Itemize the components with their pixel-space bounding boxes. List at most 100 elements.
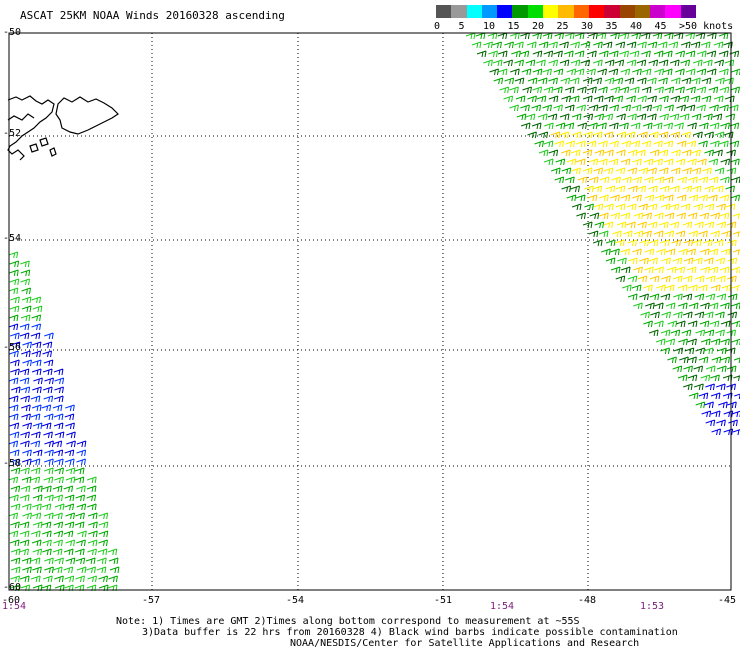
wind-barb bbox=[676, 104, 686, 112]
wind-barb bbox=[710, 374, 720, 382]
wind-barb bbox=[720, 176, 730, 184]
colorbar-swatch bbox=[665, 5, 682, 18]
wind-barb bbox=[654, 320, 664, 328]
wind-barb bbox=[108, 557, 119, 565]
wind-barb bbox=[19, 368, 30, 376]
note-line-3: NOAA/NESDIS/Center for Satellite Applica… bbox=[290, 638, 640, 649]
wind-barb bbox=[554, 176, 565, 184]
wind-barb bbox=[42, 548, 52, 556]
wind-barb bbox=[663, 158, 674, 166]
wind-barb bbox=[19, 377, 30, 385]
wind-barb bbox=[713, 149, 723, 157]
wind-barb bbox=[532, 32, 542, 40]
wind-barb bbox=[8, 413, 19, 421]
wind-barb bbox=[609, 104, 620, 112]
wind-barb bbox=[588, 32, 598, 40]
colorbar-swatch bbox=[650, 5, 666, 18]
wind-barb bbox=[617, 257, 627, 265]
wind-barb bbox=[516, 113, 527, 121]
wind-barb bbox=[483, 41, 493, 49]
wind-barb bbox=[537, 113, 548, 121]
wind-barb bbox=[43, 359, 54, 367]
west-falkland bbox=[7, 95, 55, 161]
wind-barb bbox=[705, 293, 716, 301]
wind-barb bbox=[53, 530, 64, 538]
wind-barb bbox=[554, 32, 565, 40]
wind-barb bbox=[52, 548, 63, 556]
wind-barb bbox=[538, 149, 549, 157]
wind-barb bbox=[615, 203, 626, 211]
wind-barb bbox=[543, 140, 554, 148]
wind-barb bbox=[471, 41, 482, 49]
wind-barb bbox=[715, 311, 725, 319]
wind-barb bbox=[700, 374, 711, 382]
wind-barb bbox=[21, 350, 31, 358]
wind-barb bbox=[561, 149, 571, 157]
wind-barb bbox=[615, 41, 626, 49]
wind-barb bbox=[703, 239, 713, 247]
wind-barb bbox=[680, 203, 691, 211]
wind-barb bbox=[577, 122, 588, 130]
wind-barb bbox=[657, 41, 668, 49]
wind-barb bbox=[664, 212, 675, 220]
wind-barb bbox=[711, 428, 722, 436]
wind-barb bbox=[695, 347, 706, 355]
wind-barb bbox=[564, 104, 575, 112]
wind-barb bbox=[658, 131, 669, 139]
wind-barb bbox=[570, 185, 580, 193]
wind-barb bbox=[696, 86, 707, 94]
wind-barb bbox=[628, 257, 638, 265]
wind-barb bbox=[686, 86, 696, 94]
wind-barb bbox=[593, 203, 604, 211]
wind-barb bbox=[616, 113, 626, 121]
wind-barb bbox=[719, 212, 730, 220]
wind-barb bbox=[593, 59, 603, 67]
wind-barb bbox=[696, 104, 706, 112]
wind-barb bbox=[682, 221, 693, 229]
wind-barb bbox=[616, 131, 627, 139]
wind-barb bbox=[87, 575, 98, 583]
wind-barb bbox=[732, 429, 740, 436]
wind-barb bbox=[713, 95, 724, 103]
wind-barb bbox=[643, 284, 653, 292]
wind-barb bbox=[514, 77, 525, 85]
wind-barb bbox=[570, 149, 581, 157]
wind-barb bbox=[584, 185, 594, 193]
wind-barb bbox=[673, 32, 684, 40]
wind-barb bbox=[633, 212, 644, 220]
wind-barb bbox=[688, 302, 699, 310]
wind-barb bbox=[610, 266, 621, 274]
wind-barb bbox=[63, 548, 74, 556]
wind-barb bbox=[698, 356, 709, 364]
colorbar-label: 10 bbox=[483, 21, 496, 32]
wind-barb bbox=[621, 104, 631, 112]
wind-barb bbox=[31, 530, 41, 538]
wind-barb bbox=[713, 185, 724, 193]
colorbar-swatch bbox=[634, 5, 651, 18]
wind-barb bbox=[538, 41, 549, 49]
wind-barb bbox=[698, 140, 708, 148]
wind-barb bbox=[75, 557, 86, 565]
wind-barb bbox=[705, 383, 715, 391]
wind-barb bbox=[543, 50, 554, 58]
wind-barb bbox=[677, 284, 688, 292]
wind-barb bbox=[22, 449, 32, 457]
wind-barb bbox=[53, 458, 64, 466]
wind-barb bbox=[548, 59, 559, 67]
wind-barb bbox=[620, 158, 631, 166]
wind-barb bbox=[564, 86, 575, 94]
wind-barb bbox=[653, 158, 663, 166]
wind-barb bbox=[465, 32, 476, 40]
wind-barb bbox=[694, 275, 705, 283]
wind-barb bbox=[21, 557, 32, 565]
wind-barb bbox=[42, 350, 53, 358]
wind-barb bbox=[708, 266, 719, 274]
wind-barb bbox=[599, 50, 609, 58]
wind-barb bbox=[715, 257, 725, 265]
wind-barb bbox=[629, 86, 640, 94]
wind-barb bbox=[53, 413, 64, 421]
wind-barb bbox=[711, 356, 722, 364]
wind-barb bbox=[648, 185, 658, 193]
wind-barb bbox=[631, 32, 642, 40]
wind-barb bbox=[678, 338, 688, 346]
